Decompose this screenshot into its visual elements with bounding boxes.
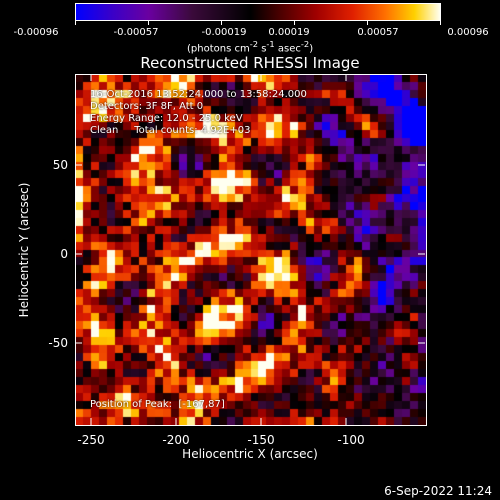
x-tick-label: -150	[247, 433, 275, 447]
y-tick-label: -50	[48, 336, 68, 350]
colorbar-tick-label: -0.00019	[201, 27, 247, 38]
x-tick-label: -200	[162, 433, 190, 447]
y-axis-label: Heliocentric Y (arcsec)	[17, 182, 31, 318]
overlay-energy-range: Energy Range: 12.0 - 25.0 keV	[90, 113, 243, 124]
colorbar	[75, 3, 441, 21]
colorbar-tickmarks	[75, 20, 441, 25]
y-tick-label: 0	[60, 247, 68, 261]
y-tick-label: 50	[52, 158, 68, 172]
plot-title: Reconstructed RHESSI Image	[140, 54, 360, 72]
colorbar-tick-label: 0.00057	[357, 27, 399, 38]
overlay-detectors: Detectors: 3F 8F, Att 0	[90, 101, 204, 112]
colorbar-tick-label: -0.00096	[13, 27, 59, 38]
x-axis-label: Heliocentric X (arcsec)	[182, 447, 318, 461]
reconstructed-image	[76, 75, 426, 425]
colorbar-tick-label: -0.00057	[113, 27, 159, 38]
footer-date: 6-Sep-2022 11:24	[384, 484, 492, 498]
overlay-peak-position: Position of Peak: [-167,87]	[90, 399, 225, 410]
overlay-clean-counts: Clean Total counts: 4.92E+03	[90, 125, 251, 136]
colorbar-units: (photons cm-2 s-1 asec-2)	[187, 39, 314, 55]
x-tick-label: -250	[77, 433, 105, 447]
colorbar-tick-label: 0.00096	[447, 27, 489, 38]
colorbar-tick-label: 0.00019	[268, 27, 310, 38]
x-tick-label: -100	[337, 433, 365, 447]
overlay-time-range: 16-Oct-2016 13:52:24.000 to 13:58:24.000	[90, 89, 307, 100]
image-panel: 16-Oct-2016 13:52:24.000 to 13:58:24.000…	[75, 74, 427, 426]
